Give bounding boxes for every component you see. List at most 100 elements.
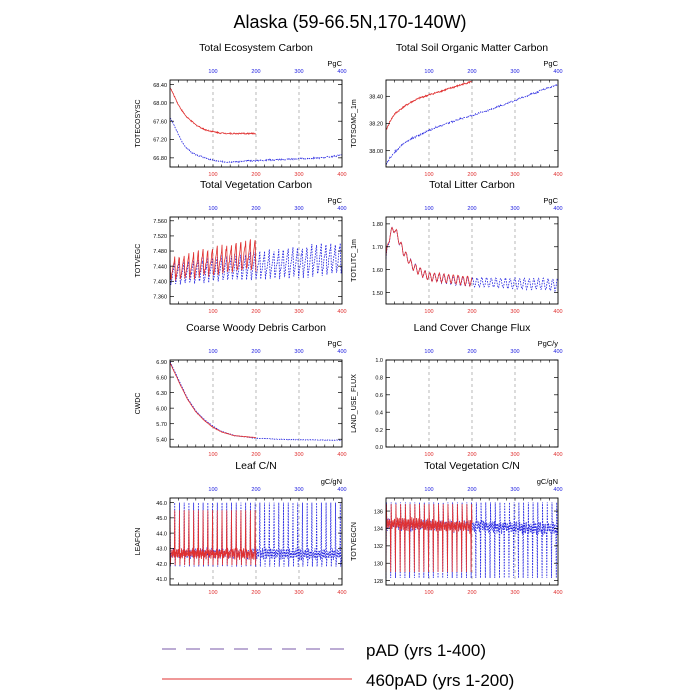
series-line-460pad — [385, 80, 473, 130]
x-tick-label-bottom: 100 — [208, 452, 217, 458]
panel-units: PgC — [327, 339, 342, 348]
y-tick-label: 6.90 — [156, 360, 167, 366]
x-tick-label-bottom: 300 — [294, 172, 303, 178]
y-tick-label: 7.440 — [153, 264, 167, 270]
y-tick-label: 0.0 — [375, 445, 383, 451]
panel-units: gC/gN — [321, 477, 342, 486]
y-tick-label: 1.0 — [375, 358, 383, 364]
y-axis-label: TOTVEGCN — [351, 522, 358, 561]
y-tick-label: 132 — [374, 544, 383, 550]
y-tick-label: 42.0 — [156, 562, 167, 568]
x-tick-label-bottom: 300 — [294, 590, 303, 596]
x-tick-label-bottom: 100 — [208, 172, 217, 178]
x-tick-label-top: 200 — [467, 487, 476, 493]
y-tick-label: 67.20 — [153, 138, 167, 144]
x-tick-label-bottom: 200 — [467, 590, 476, 596]
series-line-460pad — [169, 510, 257, 566]
y-tick-label: 6.60 — [156, 375, 167, 381]
y-tick-label: 128 — [374, 579, 383, 585]
x-tick-label-top: 100 — [424, 206, 433, 212]
y-tick-label: 68.00 — [153, 101, 167, 107]
x-tick-label-top: 200 — [251, 206, 260, 212]
panel-units: PgC — [543, 196, 558, 205]
panel-units: PgC — [543, 59, 558, 68]
x-tick-label-top: 200 — [251, 487, 260, 493]
x-tick-label-bottom: 400 — [337, 452, 346, 458]
figure-title: Alaska (59-66.5N,170-140W) — [233, 12, 466, 32]
x-tick-label-top: 100 — [424, 349, 433, 355]
panel-title: Total Ecosystem Carbon — [199, 42, 313, 54]
panel-title: Total Vegetation C/N — [424, 460, 520, 472]
x-tick-label-bottom: 100 — [424, 590, 433, 596]
x-tick-label-top: 100 — [208, 349, 217, 355]
y-tick-label: 1.50 — [372, 291, 383, 297]
y-tick-label: 0.6 — [375, 393, 383, 399]
panel-totsomc-1m: Total Soil Organic Matter Carbon PgC 38.00… — [351, 42, 563, 178]
series-line-460pad — [169, 239, 257, 281]
y-tick-label: 0.8 — [375, 376, 383, 382]
x-tick-label-top: 400 — [553, 487, 562, 493]
panel-units: PgC — [327, 196, 342, 205]
x-tick-label-top: 400 — [337, 349, 346, 355]
series-line-460pad — [169, 87, 257, 136]
panel-totlitc-1m: Total Litter Carbon PgC 1.50 1.60 1.70 1.80 10… — [351, 179, 563, 315]
x-tick-label-bottom: 300 — [510, 172, 519, 178]
panel-totvegc: Total Vegetation Carbon PgC 7.360 7.400 7.44… — [135, 179, 347, 315]
panel-title: Total Litter Carbon — [429, 179, 515, 191]
x-tick-label-top: 400 — [553, 349, 562, 355]
y-tick-label: 0.2 — [375, 428, 383, 434]
x-tick-label-top: 100 — [208, 487, 217, 493]
x-tick-label-bottom: 400 — [337, 172, 346, 178]
x-tick-label-top: 100 — [424, 69, 433, 75]
x-tick-label-top: 400 — [337, 69, 346, 75]
x-tick-label-top: 300 — [510, 349, 519, 355]
x-tick-label-bottom: 200 — [251, 590, 260, 596]
panel-units: gC/gN — [537, 477, 558, 486]
x-tick-label-top: 200 — [251, 349, 260, 355]
series-line-pad — [169, 361, 343, 442]
y-tick-label: 45.0 — [156, 516, 167, 522]
y-axis-label: CWDC — [135, 393, 142, 415]
x-tick-label-top: 100 — [424, 487, 433, 493]
series-line-460pad — [169, 362, 257, 439]
x-tick-label-top: 200 — [467, 206, 476, 212]
y-tick-label: 67.60 — [153, 119, 167, 125]
y-tick-label: 38.00 — [369, 149, 383, 155]
x-tick-label-bottom: 300 — [294, 452, 303, 458]
x-tick-label-top: 300 — [510, 206, 519, 212]
y-tick-label: 5.70 — [156, 422, 167, 428]
y-tick-label: 38.40 — [369, 95, 383, 101]
x-tick-label-bottom: 100 — [424, 309, 433, 315]
x-tick-label-top: 400 — [337, 487, 346, 493]
legend-label-pad: pAD (yrs 1-400) — [366, 641, 486, 660]
x-tick-label-top: 300 — [510, 69, 519, 75]
y-tick-label: 6.30 — [156, 391, 167, 397]
x-tick-label-top: 300 — [294, 487, 303, 493]
y-tick-label: 5.40 — [156, 437, 167, 443]
x-tick-label-bottom: 400 — [553, 452, 562, 458]
x-tick-label-bottom: 100 — [208, 309, 217, 315]
y-tick-label: 7.480 — [153, 249, 167, 255]
y-tick-label: 134 — [374, 527, 383, 533]
y-tick-label: 41.0 — [156, 577, 167, 583]
y-tick-label: 136 — [374, 509, 383, 515]
y-tick-label: 7.520 — [153, 234, 167, 240]
y-axis-label: LEAFCN — [135, 528, 142, 556]
y-tick-label: 7.360 — [153, 295, 167, 301]
x-tick-label-bottom: 400 — [553, 590, 562, 596]
x-tick-label-bottom: 100 — [208, 590, 217, 596]
x-tick-label-bottom: 300 — [510, 452, 519, 458]
y-tick-label: 66.80 — [153, 156, 167, 162]
legend-label-460pad: 460pAD (yrs 1-200) — [366, 671, 514, 690]
x-tick-label-top: 300 — [510, 487, 519, 493]
x-tick-label-bottom: 200 — [467, 309, 476, 315]
x-tick-label-bottom: 200 — [251, 309, 260, 315]
y-tick-label: 43.0 — [156, 547, 167, 553]
y-axis-label: TOTVEGC — [135, 244, 142, 278]
panels-group: Total Ecosystem Carbon PgC 66.80 67.20 67.60… — [135, 42, 563, 596]
panel-title: Leaf C/N — [235, 460, 276, 472]
x-tick-label-bottom: 200 — [467, 172, 476, 178]
x-tick-label-bottom: 400 — [337, 309, 346, 315]
